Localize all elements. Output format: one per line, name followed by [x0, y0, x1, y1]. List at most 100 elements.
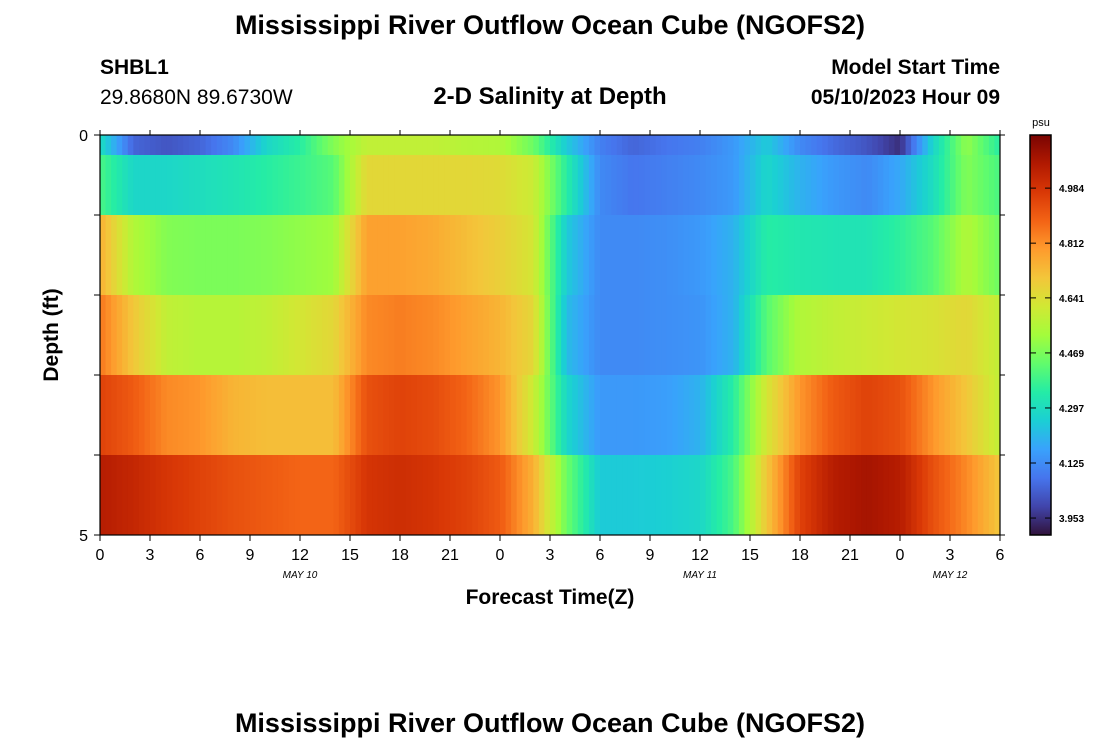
- x-tick-label: 0: [96, 547, 105, 564]
- heatmap-cell: [333, 455, 340, 535]
- heatmap-cell: [666, 155, 673, 216]
- heatmap-cell: [961, 295, 968, 376]
- heatmap-cell: [805, 375, 812, 456]
- heatmap-cell: [872, 215, 879, 296]
- heatmap-cell: [472, 155, 479, 216]
- heatmap-cell: [677, 455, 684, 535]
- heatmap-cell: [927, 375, 934, 456]
- heatmap-cell: [533, 455, 540, 535]
- heatmap-cell: [872, 455, 879, 535]
- heatmap-cell: [244, 455, 251, 535]
- heatmap-cell: [116, 455, 123, 535]
- heatmap-cell: [627, 375, 634, 456]
- heatmap-cell: [161, 455, 168, 535]
- heatmap-cell: [144, 455, 151, 535]
- heatmap-cell: [583, 375, 590, 456]
- heatmap-cell: [300, 155, 307, 216]
- heatmap-cell: [772, 455, 779, 535]
- heatmap-cell: [788, 455, 796, 535]
- heatmap-cell: [627, 155, 634, 216]
- heatmap-cell: [650, 155, 657, 216]
- heatmap-cell: [838, 375, 846, 456]
- y-tick-label: 5: [79, 528, 88, 545]
- heatmap-cell: [522, 455, 529, 535]
- heatmap-cell: [127, 295, 134, 376]
- heatmap-cell: [900, 295, 907, 376]
- heatmap-cell: [705, 295, 712, 376]
- heatmap-cell: [422, 135, 429, 156]
- heatmap-cell: [894, 215, 901, 296]
- heatmap-cell: [361, 155, 368, 216]
- heatmap-cell: [988, 135, 996, 156]
- heatmap-cell: [255, 295, 262, 376]
- heatmap-cell: [400, 135, 407, 156]
- heatmap-cell: [416, 455, 423, 535]
- heatmap-cell: [727, 375, 734, 456]
- heatmap-cell: [727, 455, 734, 535]
- heatmap-cell: [588, 455, 596, 535]
- heatmap-cell: [716, 295, 723, 376]
- heatmap-cell: [716, 155, 723, 216]
- heatmap-cell: [694, 455, 701, 535]
- heatmap-cell: [211, 215, 218, 296]
- heatmap-cell: [761, 375, 768, 456]
- heatmap-cell: [905, 455, 912, 535]
- heatmap-cell: [827, 295, 834, 376]
- heatmap-cell: [883, 455, 890, 535]
- heatmap-cell: [922, 215, 929, 296]
- heatmap-cell: [622, 295, 629, 376]
- heatmap-cell: [966, 135, 973, 156]
- heatmap-cell: [805, 135, 812, 156]
- heatmap-cell: [650, 375, 657, 456]
- heatmap-cell: [572, 455, 579, 535]
- heatmap-cell: [327, 135, 334, 156]
- heatmap-cell: [261, 155, 268, 216]
- heatmap-cell: [327, 455, 334, 535]
- heatmap-cell: [955, 215, 962, 296]
- heatmap-cell: [133, 295, 140, 376]
- heatmap-cell: [338, 455, 346, 535]
- heatmap-cell: [250, 295, 257, 376]
- heatmap-cell: [200, 455, 207, 535]
- salinity-heatmap-chart: 0 3 6 9 12 15 18 21 0 3 6 9 12 15 18 21 0 3 6 05 MAY 10 MAY…: [40, 117, 1084, 609]
- heatmap-cell: [927, 135, 934, 156]
- heatmap-cell: [694, 295, 701, 376]
- heatmap-cell: [311, 375, 318, 456]
- heatmap-cell: [383, 215, 390, 296]
- heatmap-cell: [600, 135, 607, 156]
- heatmap-cell: [938, 215, 946, 296]
- heatmap-cell: [277, 135, 284, 156]
- heatmap-cell: [511, 295, 518, 376]
- x-tick-label: 0: [496, 547, 505, 564]
- heatmap-cell: [100, 295, 107, 376]
- heatmap-cell: [455, 135, 462, 156]
- heatmap-cell: [666, 295, 673, 376]
- heatmap-cell: [938, 295, 946, 376]
- heatmap-cell: [461, 295, 468, 376]
- heatmap-cell: [911, 455, 918, 535]
- heatmap-cell: [888, 295, 896, 376]
- heatmap-cell: [850, 375, 857, 456]
- heatmap-cell: [650, 455, 657, 535]
- heatmap-cell: [466, 215, 473, 296]
- x-tick-label: 15: [341, 547, 359, 564]
- heatmap-cell: [738, 155, 746, 216]
- heatmap-cell: [216, 455, 223, 535]
- heatmap-cell: [100, 215, 107, 296]
- heatmap-cell: [450, 295, 457, 376]
- heatmap-cell: [211, 295, 218, 376]
- heatmap-cell: [861, 135, 868, 156]
- heatmap-cell: [900, 375, 907, 456]
- heatmap-cell: [600, 375, 607, 456]
- colorbar-tick-label: 4.984: [1059, 184, 1084, 195]
- heatmap-cell: [394, 375, 401, 456]
- heatmap-cell: [388, 295, 396, 376]
- heatmap-cell: [266, 455, 273, 535]
- heatmap-cell: [288, 375, 296, 456]
- heatmap-cell: [638, 215, 646, 296]
- heatmap-cell: [577, 455, 584, 535]
- heatmap-cell: [777, 135, 784, 156]
- heatmap-cell: [594, 295, 601, 376]
- heatmap-cell: [372, 135, 379, 156]
- heatmap-cell: [105, 155, 112, 216]
